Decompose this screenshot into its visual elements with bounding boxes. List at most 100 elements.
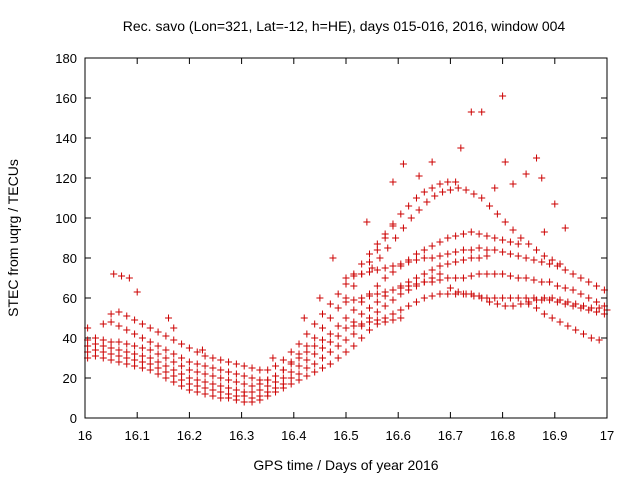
data-point [467,228,475,236]
data-point [459,256,467,264]
data-point [381,314,389,322]
data-point [138,320,146,328]
data-point [193,388,201,396]
data-point [303,364,311,372]
data-point [162,354,170,362]
data-point [475,254,483,262]
data-point [99,354,107,362]
data-point [389,310,397,318]
data-point [146,360,154,368]
data-point [123,354,131,362]
data-point [546,260,554,268]
data-point [146,338,154,346]
data-point [564,322,572,330]
data-point [595,336,603,344]
data-point [446,186,454,194]
data-point [517,234,525,242]
data-point [319,336,327,344]
data-point [350,296,358,304]
data-point [133,288,141,296]
data-point [123,360,131,368]
data-point [123,340,131,348]
data-point [146,346,154,354]
data-point [193,348,201,356]
data-point [311,320,319,328]
data-point [428,254,436,262]
data-point [178,354,186,362]
data-point [423,198,431,206]
data-point [501,158,509,166]
data-point [138,344,146,352]
y-tick-label: 100 [55,211,77,226]
data-point [572,326,580,334]
data-point [303,356,311,364]
data-point [170,336,178,344]
data-point [561,284,569,292]
data-point [436,276,444,284]
data-point [256,392,264,400]
data-point [384,244,392,252]
data-point [365,258,373,266]
y-tick-label: 60 [63,291,77,306]
data-point [240,388,248,396]
data-point [444,290,452,298]
data-point [462,290,470,298]
data-point [240,380,248,388]
data-point [585,294,593,302]
data-point [420,294,428,302]
data-point [444,260,452,268]
data-point [530,256,538,264]
data-point [170,358,178,366]
data-point [300,314,308,322]
data-point [397,314,405,322]
data-point [373,290,381,298]
data-point [115,358,123,366]
data-point [483,252,491,260]
data-point [499,236,507,244]
data-point [256,376,264,384]
data-point [389,296,397,304]
data-point [561,266,569,274]
data-point [533,246,541,254]
data-point [326,360,334,368]
data-point [540,310,548,318]
data-point [201,352,209,360]
data-point [193,376,201,384]
data-point [540,294,548,302]
data-point [217,382,225,390]
x-tick-label: 16.4 [281,428,306,443]
data-point [154,328,162,336]
data-point [185,366,193,374]
data-point [595,304,603,312]
data-point [506,294,514,302]
data-point [436,180,444,188]
data-point [311,360,319,368]
data-point [131,342,139,350]
data-point [431,192,439,200]
data-point [436,252,444,260]
data-point [311,368,319,376]
data-point [506,238,514,246]
data-point [272,378,280,386]
data-point [493,210,501,218]
data-point [363,218,371,226]
data-point [303,372,311,380]
data-point [593,282,601,290]
data-point [397,284,405,292]
data-point [439,188,447,196]
data-point [256,366,264,374]
data-point [154,370,162,378]
data-point [412,298,420,306]
data-point [491,246,499,254]
data-point [376,254,384,262]
data-point [248,374,256,382]
data-point [225,368,233,376]
data-point [373,246,381,254]
data-point [491,184,499,192]
data-point [381,274,389,282]
data-point [470,190,478,198]
data-point [467,254,475,262]
data-point [499,248,507,256]
data-point [373,282,381,290]
